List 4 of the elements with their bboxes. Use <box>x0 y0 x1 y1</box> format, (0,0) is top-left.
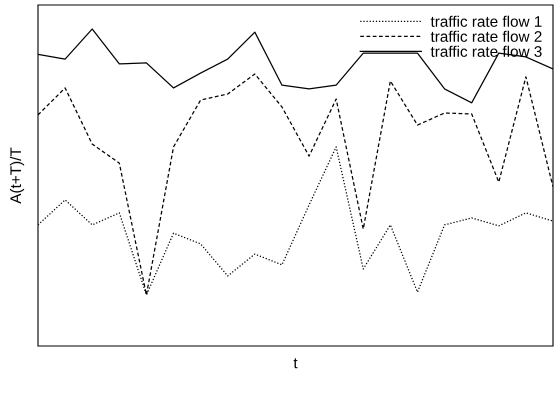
legend-label: traffic rate flow 2 <box>430 30 542 42</box>
legend-label: traffic rate flow 1 <box>430 16 542 27</box>
x-axis-title: t <box>294 358 298 368</box>
y-axis-title: A(t+T)/T <box>10 148 24 204</box>
